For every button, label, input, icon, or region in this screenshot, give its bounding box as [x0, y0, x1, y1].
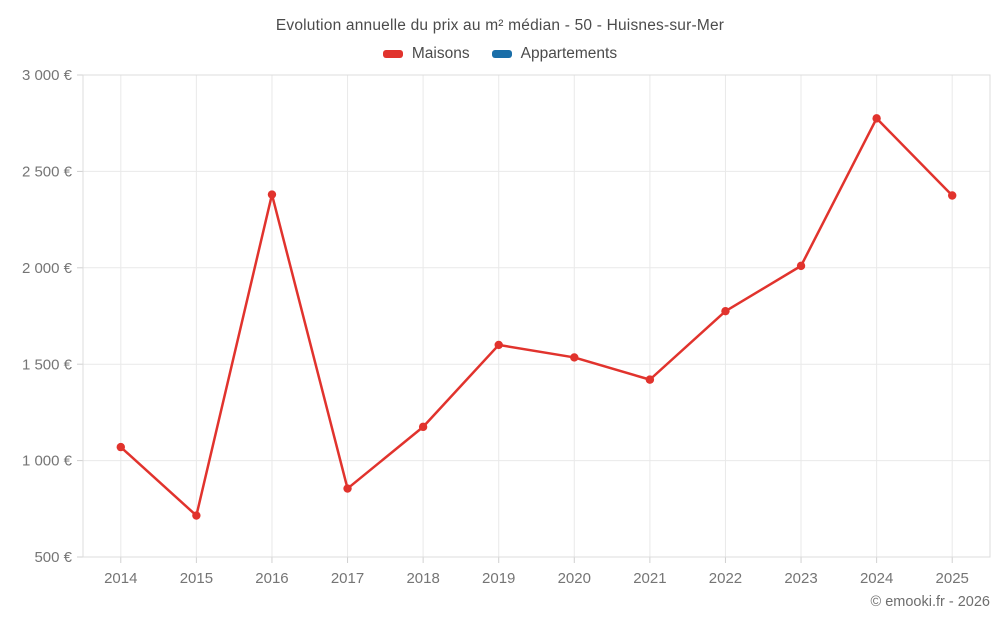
- x-axis-label: 2018: [406, 570, 439, 587]
- y-axis-label: 1 500 €: [22, 356, 73, 373]
- legend-label-appartements: Appartements: [520, 45, 618, 62]
- y-axis-label: 1 000 €: [22, 453, 73, 470]
- legend-label-maisons: Maisons: [411, 45, 470, 62]
- data-point-maisons-2016[interactable]: [267, 190, 277, 199]
- legend-swatch-appartements-icon: [491, 50, 512, 58]
- x-axis-label: 2021: [633, 570, 666, 587]
- data-point-maisons-2022[interactable]: [721, 306, 730, 316]
- x-axis-label: 2024: [860, 570, 893, 587]
- data-point-maisons-2025[interactable]: [948, 191, 957, 200]
- x-axis-label: 2017: [331, 570, 364, 587]
- y-axis-label: 500 €: [34, 549, 72, 566]
- data-point-maisons-2015[interactable]: [192, 511, 201, 520]
- legend-item-appartements[interactable]: Appartements: [491, 45, 618, 63]
- x-axis-label: 2016: [255, 570, 288, 587]
- data-point-maisons-2018[interactable]: [418, 422, 428, 432]
- y-axis-label: 2 000 €: [22, 260, 73, 277]
- data-point-maisons-2021[interactable]: [645, 375, 655, 384]
- x-axis-label: 2023: [784, 570, 817, 587]
- chart-title: Evolution annuelle du prix au m² médian …: [275, 17, 725, 34]
- x-axis-label: 2019: [482, 570, 515, 587]
- plot-border: [82, 74, 991, 558]
- y-axis-label: 3 000 €: [22, 67, 73, 84]
- x-axis-label: 2015: [180, 570, 213, 587]
- data-point-maisons-2019[interactable]: [494, 340, 503, 350]
- y-axis-label: 2 500 €: [22, 164, 73, 181]
- data-point-maisons-2014[interactable]: [116, 442, 125, 452]
- x-axis-label: 2020: [558, 570, 591, 587]
- data-point-maisons-2020[interactable]: [570, 353, 579, 362]
- series-line-maisons: [119, 117, 954, 517]
- legend: Maisons Appartements: [0, 45, 1000, 63]
- data-point-maisons-2023[interactable]: [796, 261, 806, 271]
- copyright-text: © emooki.fr - 2026: [870, 594, 990, 610]
- x-axis-label: 2014: [104, 570, 137, 587]
- legend-swatch-maisons-icon: [382, 50, 403, 58]
- data-point-maisons-2024[interactable]: [872, 114, 881, 123]
- x-axis-label: 2025: [936, 570, 969, 587]
- legend-item-maisons[interactable]: Maisons: [382, 45, 470, 63]
- data-point-maisons-2017[interactable]: [343, 484, 352, 493]
- x-axis-label: 2022: [709, 570, 742, 587]
